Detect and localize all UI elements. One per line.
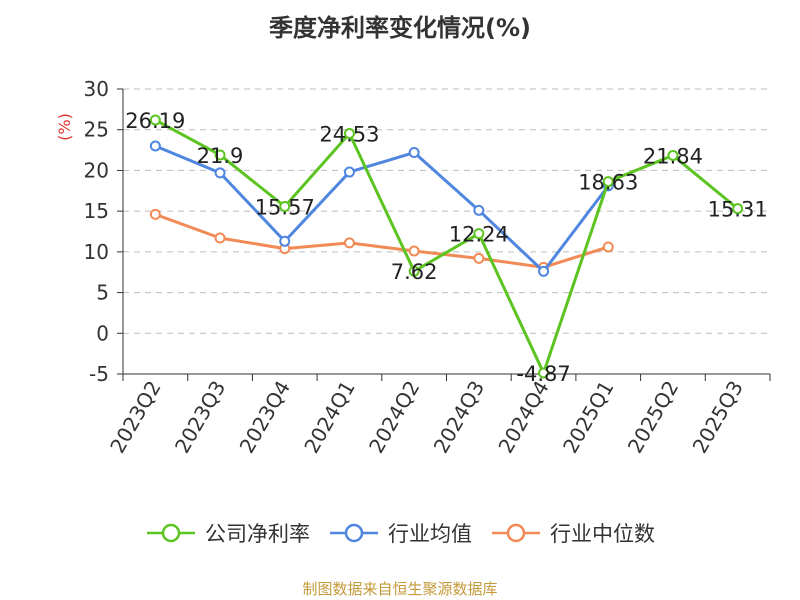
data-point xyxy=(538,265,550,277)
data-point xyxy=(343,166,355,178)
legend-swatch-marker xyxy=(506,523,526,543)
legend-swatch xyxy=(147,523,195,543)
legend-swatch-marker xyxy=(344,523,364,543)
x-tick-label: 2024Q1 xyxy=(299,377,359,458)
data-point xyxy=(214,149,226,161)
series-layer xyxy=(149,114,744,379)
data-label: 15.31 xyxy=(708,198,768,222)
legend-label: 公司净利率 xyxy=(205,522,310,546)
data-point xyxy=(538,367,550,379)
y-tick-label: 0 xyxy=(96,321,109,345)
x-tick-label: 2024Q3 xyxy=(429,376,489,457)
data-point xyxy=(343,237,355,249)
legend-swatch xyxy=(492,523,540,543)
data-point xyxy=(279,235,291,247)
data-label: 15.57 xyxy=(255,196,315,220)
legend: 公司净利率 行业均值 行业中位数 xyxy=(0,518,800,548)
data-label: 21.9 xyxy=(197,144,244,168)
legend-label: 行业均值 xyxy=(388,522,472,546)
y-tick-label: 10 xyxy=(84,240,109,264)
legend-item[interactable]: 公司净利率 xyxy=(145,518,310,548)
y-axis-label: (%) xyxy=(55,113,74,141)
x-tick-label: 2023Q3 xyxy=(170,377,230,458)
grid-layer xyxy=(123,88,770,375)
data-point xyxy=(214,167,226,179)
data-point xyxy=(408,265,420,277)
x-tick-label: 2025Q3 xyxy=(688,377,748,458)
y-tick-label: 25 xyxy=(84,118,109,142)
data-point xyxy=(279,201,291,213)
x-tick-label: 2025Q1 xyxy=(558,377,618,458)
data-point xyxy=(149,208,161,220)
y-tick-label: 5 xyxy=(96,281,109,305)
data-point xyxy=(343,128,355,140)
data-label: 26.19 xyxy=(125,109,185,133)
legend-item[interactable]: 行业均值 xyxy=(328,518,472,548)
legend-label: 行业中位数 xyxy=(550,522,655,546)
data-label: 21.84 xyxy=(643,144,703,168)
series-line xyxy=(154,118,739,375)
y-tick-label: 20 xyxy=(84,158,109,182)
data-label: 18.63 xyxy=(578,171,638,195)
legend-swatch-marker xyxy=(161,523,181,543)
data-point xyxy=(473,252,485,264)
data-point xyxy=(149,114,161,126)
x-tick-label: 2025Q2 xyxy=(623,377,683,458)
y-tick-label: 30 xyxy=(84,77,109,101)
data-point xyxy=(149,140,161,152)
x-tick-label: 2024Q2 xyxy=(364,377,424,458)
legend-swatch xyxy=(330,523,378,543)
x-tick-label: 2024Q4 xyxy=(493,377,553,458)
x-tick-label: 2023Q2 xyxy=(105,377,165,458)
data-point xyxy=(732,203,744,215)
data-point xyxy=(667,149,679,161)
series-line xyxy=(154,144,610,273)
data-label-layer: 26.19 21.9 15.57 24.53 7.62 12.24 -4.87 18.6321… xyxy=(125,109,767,386)
series-line xyxy=(154,212,609,269)
x-tick-label: 2023Q4 xyxy=(235,377,295,458)
data-point xyxy=(408,147,420,159)
data-point xyxy=(473,204,485,216)
y-tick-label: 15 xyxy=(84,199,109,223)
data-point xyxy=(602,176,614,188)
data-label: -4.87 xyxy=(516,362,570,386)
data-point xyxy=(408,245,420,257)
data-point xyxy=(473,228,485,240)
data-point xyxy=(602,241,614,253)
data-label: 12.24 xyxy=(449,223,509,247)
legend-item[interactable]: 行业中位数 xyxy=(490,518,655,548)
source-note: 制图数据来自恒生聚源数据库 xyxy=(302,580,498,598)
data-label: 24.53 xyxy=(319,123,379,147)
y-tick-label: -5 xyxy=(89,362,109,386)
data-label: 7.62 xyxy=(391,260,438,284)
data-point xyxy=(214,232,226,244)
chart-title: 季度净利率变化情况(%) xyxy=(269,14,531,42)
